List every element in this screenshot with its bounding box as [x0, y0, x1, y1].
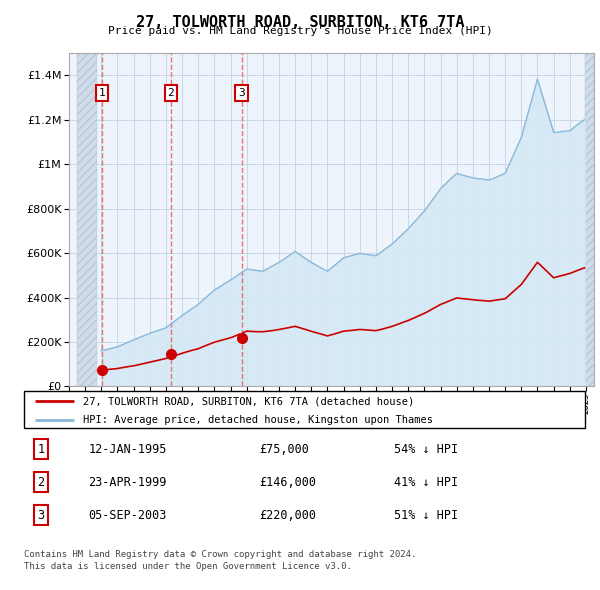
Text: 3: 3	[37, 509, 44, 522]
Text: 27, TOLWORTH ROAD, SURBITON, KT6 7TA: 27, TOLWORTH ROAD, SURBITON, KT6 7TA	[136, 15, 464, 30]
Text: 05-SEP-2003: 05-SEP-2003	[89, 509, 167, 522]
Text: Price paid vs. HM Land Registry's House Price Index (HPI): Price paid vs. HM Land Registry's House …	[107, 26, 493, 36]
Text: 1: 1	[37, 442, 44, 456]
Text: £220,000: £220,000	[260, 509, 317, 522]
Text: 1: 1	[98, 88, 106, 98]
Text: 41% ↓ HPI: 41% ↓ HPI	[394, 476, 458, 489]
Text: 54% ↓ HPI: 54% ↓ HPI	[394, 442, 458, 456]
Text: £146,000: £146,000	[260, 476, 317, 489]
Text: 51% ↓ HPI: 51% ↓ HPI	[394, 509, 458, 522]
Text: 23-APR-1999: 23-APR-1999	[89, 476, 167, 489]
Text: 27, TOLWORTH ROAD, SURBITON, KT6 7TA (detached house): 27, TOLWORTH ROAD, SURBITON, KT6 7TA (de…	[83, 396, 414, 407]
Text: This data is licensed under the Open Government Licence v3.0.: This data is licensed under the Open Gov…	[24, 562, 352, 571]
Text: 12-JAN-1995: 12-JAN-1995	[89, 442, 167, 456]
Text: Contains HM Land Registry data © Crown copyright and database right 2024.: Contains HM Land Registry data © Crown c…	[24, 550, 416, 559]
Text: 3: 3	[238, 88, 245, 98]
Text: 2: 2	[37, 476, 44, 489]
Text: 2: 2	[167, 88, 175, 98]
FancyBboxPatch shape	[24, 391, 585, 428]
Text: £75,000: £75,000	[260, 442, 310, 456]
Text: HPI: Average price, detached house, Kingston upon Thames: HPI: Average price, detached house, King…	[83, 415, 433, 425]
